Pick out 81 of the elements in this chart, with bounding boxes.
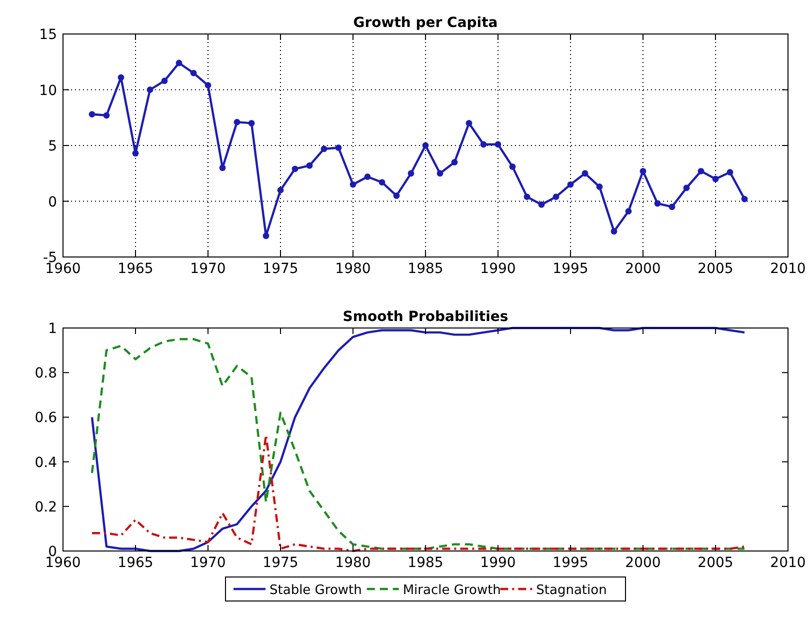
x-tick-label: 2010 — [770, 261, 806, 277]
x-tick-label: 1975 — [262, 555, 298, 571]
legend-label: Miracle Growth — [402, 583, 501, 598]
y-tick-label: 0 — [48, 194, 57, 210]
point — [146, 86, 154, 93]
x-tick-label: 1990 — [480, 261, 516, 277]
x-tick-label: 1965 — [118, 555, 154, 571]
point — [277, 186, 284, 194]
point — [176, 60, 182, 66]
point — [118, 74, 124, 81]
chart-title: Smooth Probabilities — [342, 309, 508, 325]
point — [219, 164, 226, 171]
point — [320, 146, 328, 152]
point — [364, 174, 371, 180]
point — [103, 112, 110, 119]
y-tick-label: 5 — [48, 138, 57, 154]
x-tick-label: 1980 — [335, 555, 371, 571]
x-tick-label: 2000 — [625, 555, 661, 571]
line-series — [90, 434, 746, 552]
point — [509, 163, 516, 170]
point — [262, 232, 270, 240]
point — [393, 192, 400, 199]
point — [524, 194, 530, 200]
y-tick-label: 10 — [39, 82, 57, 99]
point — [436, 170, 444, 177]
point — [712, 176, 719, 182]
y-tick-label: 15 — [39, 27, 57, 43]
x-tick-label: 2005 — [698, 555, 734, 571]
y-tick-label: 1 — [48, 321, 57, 337]
chart-title: Growth per Capita — [353, 15, 498, 31]
y-tick-label: 0.8 — [34, 366, 57, 382]
point — [451, 159, 458, 166]
point — [132, 150, 139, 157]
point — [378, 179, 386, 186]
point — [683, 184, 690, 192]
point — [741, 196, 748, 202]
point — [292, 166, 298, 172]
x-tick-label: 1970 — [190, 261, 226, 277]
point — [306, 162, 313, 169]
point — [726, 169, 734, 176]
x-tick-label: 1970 — [190, 555, 226, 571]
point — [88, 111, 96, 118]
point — [161, 78, 168, 84]
point — [625, 208, 632, 214]
x-tick-label: 2000 — [625, 261, 661, 277]
point — [335, 144, 342, 151]
point — [610, 228, 618, 235]
legend-label: Stable Growth — [270, 583, 362, 598]
point — [654, 200, 661, 207]
y-tick-label: 0.6 — [34, 410, 58, 426]
point — [552, 194, 560, 200]
x-tick-label: 1980 — [335, 261, 371, 277]
point — [668, 204, 676, 210]
point — [596, 184, 603, 190]
y-tick-label: 0.4 — [34, 454, 58, 471]
x-tick-label: 2005 — [698, 261, 734, 277]
y-tick-label: 0.2 — [34, 499, 57, 516]
point — [538, 201, 545, 208]
point — [408, 170, 414, 177]
x-tick-label: 1975 — [262, 261, 298, 277]
x-tick-label: 1995 — [552, 555, 588, 571]
point — [480, 141, 487, 148]
point — [640, 168, 646, 174]
point — [190, 70, 197, 76]
point — [494, 141, 502, 148]
x-tick-label: 1995 — [552, 261, 588, 277]
x-tick-label: 2010 — [770, 555, 806, 571]
legend-label: Stagnation — [536, 583, 607, 598]
x-tick-label: 1965 — [118, 261, 154, 277]
point — [204, 82, 212, 88]
point — [698, 168, 704, 174]
point — [582, 170, 588, 177]
point — [422, 142, 429, 149]
point — [350, 181, 356, 188]
x-tick-label: 1985 — [408, 261, 444, 277]
point — [567, 181, 574, 188]
point — [234, 118, 240, 126]
point — [466, 120, 472, 126]
point — [248, 120, 255, 126]
x-tick-label: 1990 — [480, 555, 516, 571]
x-tick-label: 1985 — [408, 555, 444, 571]
